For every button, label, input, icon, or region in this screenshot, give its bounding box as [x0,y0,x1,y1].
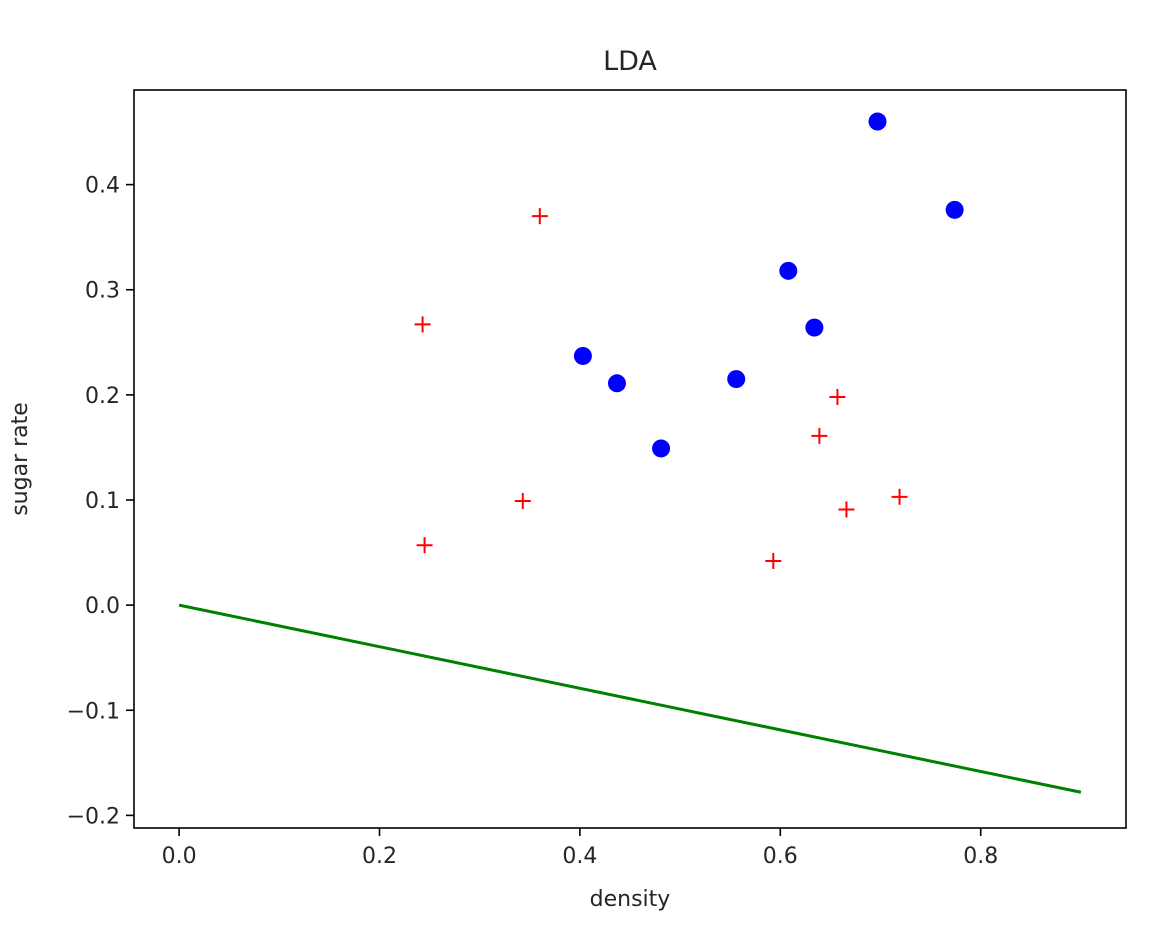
x-tick-label: 0.0 [162,844,197,869]
x-tick-label: 0.4 [562,844,597,869]
scatter-point-negative [514,493,531,510]
projection-line [178,603,1082,794]
x-tick-label: 0.8 [963,844,998,869]
scatter-point-positive [779,261,798,280]
y-tick-label: 0.1 [85,489,120,514]
y-tick-label: 0.3 [85,279,120,304]
scatter-point-positive [945,200,964,219]
scatter-point-negative [891,488,908,505]
x-axis-label: density [590,887,671,912]
y-tick-label: 0.0 [85,594,120,619]
y-tick-label: 0.2 [85,384,120,409]
scatter-point-negative [414,316,431,333]
x-tick-label: 0.2 [362,844,397,869]
y-tick-label: −0.1 [67,699,120,724]
x-tick-label: 0.6 [763,844,798,869]
scatter-point-positive [868,112,887,131]
y-axis-label: sugar rate [8,402,33,516]
scatter-point-negative [416,537,433,554]
scatter-point-negative [829,388,846,405]
scatter-point-positive [805,318,824,337]
scatter-point-positive [727,370,746,389]
plot-area [178,112,1082,794]
axes-frame [133,89,1127,829]
scatter-point-negative [765,552,782,569]
scatter-point-positive [652,439,671,458]
scatter-point-negative [838,501,855,518]
y-tick-label: 0.4 [85,174,120,199]
axis-ticks: 0.0 0.2 0.4 0.6 0.8 −0.2 −0.1 0.0 0.1 0.2 0.3 0.4 [67,174,999,869]
scatter-point-negative [531,208,548,225]
scatter-point-negative [811,427,828,444]
chart-title: LDA [603,46,657,77]
scatter-point-positive [573,346,592,365]
scatter-point-positive [607,374,626,393]
y-tick-label: −0.2 [67,804,120,829]
